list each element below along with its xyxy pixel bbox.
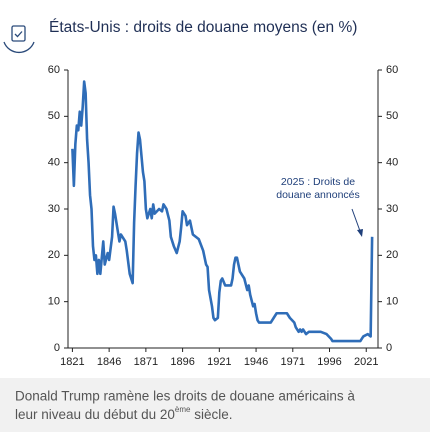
caption: Donald Trump ramène les droits de douane… (15, 389, 355, 404)
y-tick-label: 60 (48, 64, 60, 76)
y-tick-label: 50 (48, 110, 60, 122)
x-tick-label: 1971 (281, 356, 305, 368)
annotation: 2025 : Droits de (281, 176, 355, 188)
x-tick-label: 1896 (170, 356, 194, 368)
caption: leur niveau du début du 20ème siècle. (15, 405, 232, 421)
annotation-arrow (351, 208, 363, 237)
x-tick-label: 2021 (354, 356, 378, 368)
y2-tick-label: 10 (386, 296, 398, 308)
x-tick-label: 1996 (317, 356, 341, 368)
caption-part: leur niveau du début du 20 (15, 407, 175, 422)
y-tick-label: 30 (48, 203, 60, 215)
data-line (71, 80, 374, 343)
caption-part: siècle. (190, 407, 232, 422)
x-tick-label: 1846 (97, 356, 121, 368)
chart-title: États-Unis : droits de douane moyens (en… (49, 19, 357, 36)
y-tick-label: 40 (48, 157, 60, 169)
y2-tick-label: 0 (386, 342, 392, 354)
y-tick-label: 10 (48, 296, 60, 308)
x-tick-label: 1871 (134, 356, 158, 368)
x-tick-label: 1921 (207, 356, 231, 368)
y2-tick-label: 20 (386, 249, 398, 261)
icon (3, 25, 35, 54)
y2-tick-label: 30 (386, 203, 398, 215)
y-tick-label: 0 (54, 342, 60, 354)
caption-box (0, 378, 430, 432)
y2-tick-label: 40 (386, 157, 398, 169)
caption-sup: ème (175, 405, 191, 414)
x-tick-label: 1946 (244, 356, 268, 368)
y-tick-label: 20 (48, 249, 60, 261)
y2-tick-label: 50 (386, 110, 398, 122)
x-tick-label: 1821 (60, 356, 84, 368)
annotation: douane annoncés (276, 189, 360, 201)
y2-tick-label: 60 (386, 64, 398, 76)
